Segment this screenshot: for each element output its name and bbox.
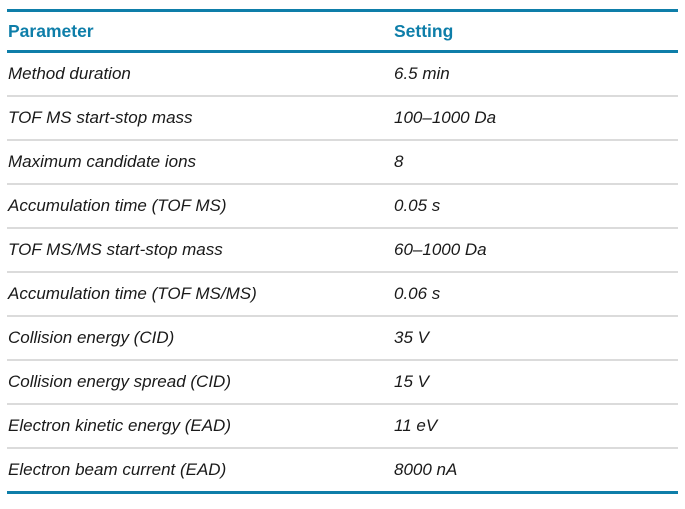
column-header-setting: Setting	[393, 9, 678, 53]
setting-cell: 11 eV	[393, 404, 678, 449]
parameter-cell: Collision energy (CID)	[7, 316, 393, 361]
table-row: Collision energy spread (CID) 15 V	[7, 360, 678, 405]
column-header-parameter: Parameter	[7, 9, 393, 53]
setting-cell: 6.5 min	[393, 51, 678, 97]
setting-cell: 35 V	[393, 316, 678, 361]
parameter-cell: Accumulation time (TOF MS)	[7, 184, 393, 229]
parameter-cell: Method duration	[7, 51, 393, 97]
setting-cell: 0.06 s	[393, 272, 678, 317]
setting-cell: 8	[393, 140, 678, 185]
parameter-cell: Collision energy spread (CID)	[7, 360, 393, 405]
table-header-row: Parameter Setting	[7, 9, 678, 53]
parameter-cell: Accumulation time (TOF MS/MS)	[7, 272, 393, 317]
table-row: Electron beam current (EAD) 8000 nA	[7, 448, 678, 494]
table-row: TOF MS start-stop mass 100–1000 Da	[7, 96, 678, 141]
parameter-cell: TOF MS/MS start-stop mass	[7, 228, 393, 273]
table-row: Accumulation time (TOF MS) 0.05 s	[7, 184, 678, 229]
parameters-table: Parameter Setting Method duration 6.5 mi…	[7, 9, 678, 494]
parameter-cell: Maximum candidate ions	[7, 140, 393, 185]
table-row: Electron kinetic energy (EAD) 11 eV	[7, 404, 678, 449]
parameters-table-container: Parameter Setting Method duration 6.5 mi…	[7, 9, 678, 494]
parameter-cell: TOF MS start-stop mass	[7, 96, 393, 141]
setting-cell: 60–1000 Da	[393, 228, 678, 273]
parameter-cell: Electron kinetic energy (EAD)	[7, 404, 393, 449]
setting-cell: 8000 nA	[393, 448, 678, 494]
table-row: TOF MS/MS start-stop mass 60–1000 Da	[7, 228, 678, 273]
table-row: Accumulation time (TOF MS/MS) 0.06 s	[7, 272, 678, 317]
setting-cell: 100–1000 Da	[393, 96, 678, 141]
table-row: Collision energy (CID) 35 V	[7, 316, 678, 361]
table-row: Method duration 6.5 min	[7, 51, 678, 97]
table-row: Maximum candidate ions 8	[7, 140, 678, 185]
setting-cell: 0.05 s	[393, 184, 678, 229]
parameter-cell: Electron beam current (EAD)	[7, 448, 393, 494]
setting-cell: 15 V	[393, 360, 678, 405]
